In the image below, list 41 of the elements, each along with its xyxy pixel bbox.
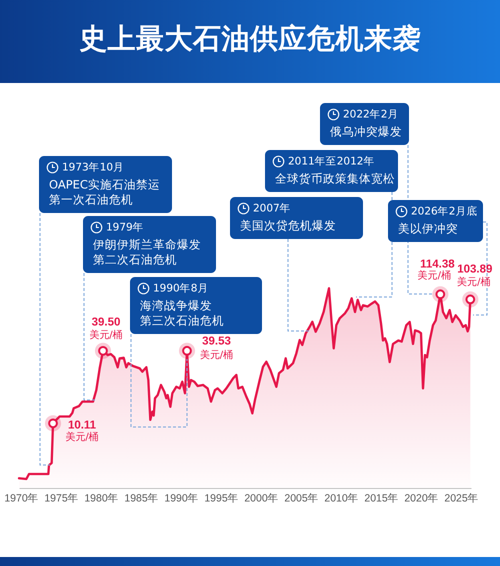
text: 2026年2月底	[411, 204, 478, 218]
x-tick-label: 1980年	[84, 492, 119, 504]
text: 1973年10月	[62, 162, 124, 174]
data-label: 114.38	[420, 258, 456, 270]
annotation: 第三次石油危机	[140, 314, 224, 328]
x-tick-label: 1975年	[44, 492, 79, 504]
annotation: 海湾战争爆发	[140, 298, 212, 312]
x-tick-label: 1990年	[164, 492, 199, 504]
text: 美国次贷危机爆发	[240, 218, 336, 232]
annotation: 美元/桶	[65, 430, 99, 443]
annotation: 1990年8月	[153, 282, 208, 294]
text: 1979年	[106, 222, 144, 234]
title-banner: 史上最大石油供应危机来袭	[0, 0, 500, 83]
x-tick-label: 2010年	[324, 492, 359, 504]
x-tick-label: 2000年	[244, 492, 279, 504]
x-tick-label: 1970年	[4, 492, 39, 504]
x-tick-label: 2015年	[364, 492, 399, 504]
annotation: 美元/桶	[418, 269, 452, 282]
x-tick-label: 1995年	[204, 492, 239, 504]
chart-title: 史上最大石油供应危机来袭	[79, 20, 421, 56]
text: 全球货币政策集体宽松	[275, 172, 395, 186]
data-label: 10.11	[68, 419, 97, 432]
text: 2007年	[253, 202, 291, 214]
x-tick-label: 2025年	[444, 492, 479, 504]
x-tick-label: 2020年	[404, 492, 439, 504]
text: 第一次石油危机	[49, 192, 133, 206]
data-label: 39.50	[92, 316, 120, 328]
annotation: 美元/桶	[89, 328, 123, 341]
data-label: 103.89	[457, 263, 492, 276]
text: OAPEC实施石油禁运	[49, 178, 160, 192]
text: 2011年至2012年	[288, 156, 374, 168]
annotation: 美元/桶	[457, 276, 491, 288]
x-tick-label: 2005年	[284, 492, 319, 504]
text: 美以伊冲突	[398, 222, 458, 236]
annotation: 美元/桶	[200, 348, 234, 361]
data-label: 39.53	[202, 335, 231, 348]
x-tick-label: 1985年	[124, 492, 159, 504]
text: 2022年2月	[343, 108, 398, 120]
text: 伊朗伊斯兰革命爆发	[93, 238, 201, 252]
text: 第二次石油危机	[93, 252, 177, 266]
text: 俄乌冲突爆发	[330, 124, 402, 138]
